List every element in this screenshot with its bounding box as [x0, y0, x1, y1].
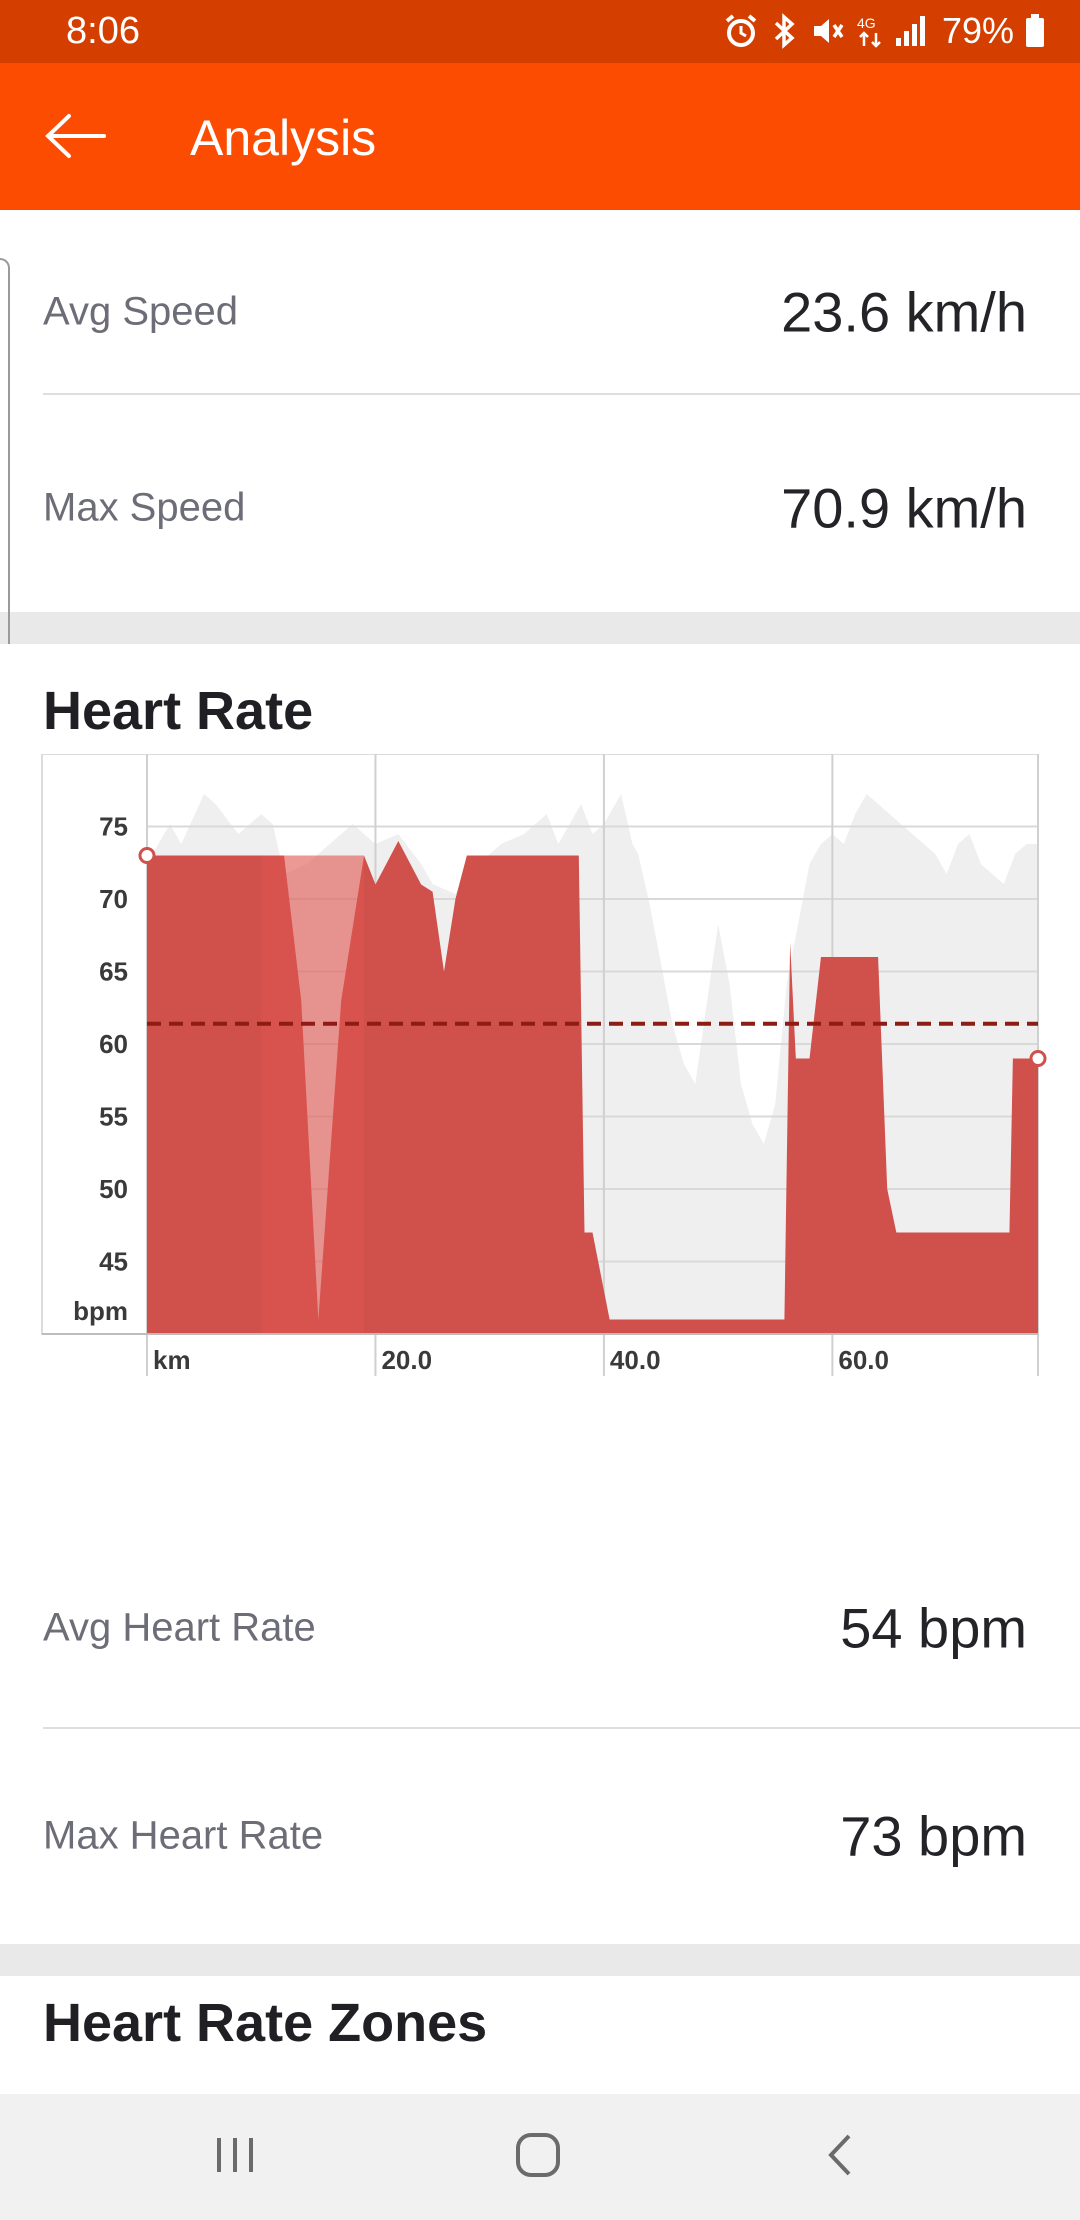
divider [43, 393, 1080, 395]
y-axis-unit-label: bpm [73, 1296, 128, 1326]
y-tick-label: 50 [99, 1174, 128, 1204]
avg-speed-row: Avg Speed 23.6 km/h [43, 210, 1080, 414]
max-heart-rate-value: 73 bpm [840, 1804, 1027, 1868]
y-tick-label: 65 [99, 957, 128, 987]
avg-heart-rate-label: Avg Heart Rate [43, 1605, 316, 1650]
x-tick-label: km [153, 1345, 191, 1375]
avg-heart-rate-value: 54 bpm [840, 1596, 1027, 1660]
battery-percent: 79% [941, 10, 1014, 51]
y-tick-label: 45 [99, 1247, 128, 1277]
status-time: 8:06 [66, 10, 140, 52]
back-button[interactable] [30, 93, 120, 183]
max-heart-rate-row: Max Heart Rate 73 bpm [43, 1734, 1080, 1938]
y-tick-label: 75 [99, 812, 128, 842]
divider [43, 1727, 1080, 1729]
svg-text:4G: 4G [857, 15, 876, 31]
y-tick-label: 70 [99, 884, 128, 914]
mute-icon [810, 12, 846, 50]
max-speed-value: 70.9 km/h [781, 476, 1027, 540]
max-speed-row: Max Speed 70.9 km/h [43, 406, 1080, 610]
4g-icon: 4G [856, 12, 884, 50]
x-tick-label: 20.0 [381, 1345, 432, 1375]
y-tick-label: 60 [99, 1029, 128, 1059]
status-icons: 4G 79% [722, 8, 1046, 54]
start-marker [138, 847, 156, 864]
heart-rate-area [147, 841, 1038, 1334]
home-icon [515, 2132, 561, 2183]
signal-icon [894, 12, 928, 50]
end-marker [1029, 1050, 1047, 1067]
heart-rate-chart[interactable]: 75 70 65 60 55 50 45 bpm km 20.0 40.0 60.0 [0, 754, 1080, 1504]
chevron-left-icon [825, 2132, 855, 2183]
heart-rate-zones-card: Heart Rate Zones [0, 1976, 1080, 2096]
system-nav-bar [0, 2094, 1080, 2220]
speed-card: Avg Speed 23.6 km/h Max Speed 70.9 km/h [0, 210, 1080, 612]
avg-speed-label: Avg Speed [43, 289, 238, 334]
x-tick-label: 40.0 [610, 1345, 661, 1375]
app-bar: Analysis [0, 63, 1080, 210]
back-nav-button[interactable] [795, 2118, 885, 2196]
bluetooth-icon [770, 12, 800, 50]
avg-heart-rate-row: Avg Heart Rate 54 bpm [43, 1526, 1080, 1730]
battery-icon [1024, 12, 1046, 50]
home-button[interactable] [493, 2118, 583, 2196]
page-title: Analysis [190, 110, 377, 166]
alarm-icon [722, 12, 760, 50]
max-speed-label: Max Speed [43, 485, 246, 530]
side-panel-handle[interactable] [0, 258, 10, 666]
status-bar: 8:06 4G 79% [0, 0, 1080, 63]
recent-apps-icon [213, 2135, 257, 2180]
heart-rate-zones-title: Heart Rate Zones [43, 1993, 488, 2053]
max-heart-rate-label: Max Heart Rate [43, 1813, 324, 1858]
heart-rate-peak-band [261, 855, 365, 1334]
avg-speed-value: 23.6 km/h [781, 280, 1027, 344]
heart-rate-card: Heart Rate 75 70 65 60 55 50 45 bpm km 20.0 40.0 60… [0, 644, 1080, 1944]
x-tick-label: 60.0 [838, 1345, 889, 1375]
recent-apps-button[interactable] [190, 2118, 280, 2196]
y-tick-label: 55 [99, 1102, 128, 1132]
heart-rate-title: Heart Rate [43, 681, 314, 741]
arrow-left-icon [44, 113, 106, 164]
